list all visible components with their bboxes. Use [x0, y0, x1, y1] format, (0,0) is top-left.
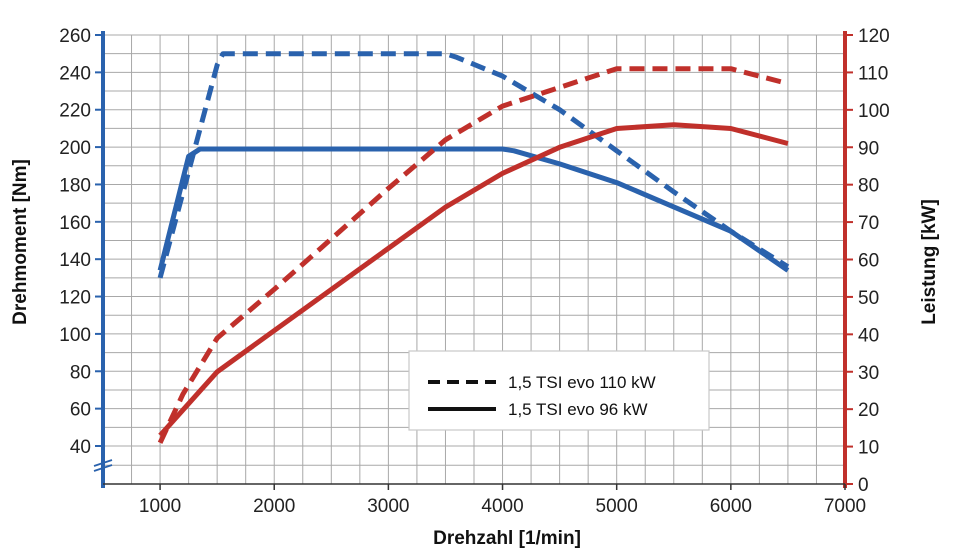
y-tick-label-right: 70: [858, 213, 879, 234]
y-tick-label-right: 110: [858, 63, 888, 84]
y-tick-label-right: 20: [858, 400, 879, 421]
x-tick-label: 3000: [367, 496, 409, 517]
y-tick-label-right: 10: [858, 438, 879, 459]
y-tick-label-left: 240: [59, 63, 91, 84]
tick-labels: 40 60 80 100 120 140 160 180 200 220 240 260 0 10 20 30…: [59, 26, 889, 517]
x-tick-label: 7000: [824, 496, 866, 517]
x-axis-title: Drehzahl [1/min]: [433, 528, 581, 549]
axis-break-mark: [93, 464, 113, 472]
y-tick-label-left: 60: [70, 400, 91, 421]
legend-label-110kw: 1,5 TSI evo 110 kW: [508, 373, 656, 392]
axis-break-mark: [93, 459, 113, 467]
curves: [157, 51, 790, 444]
torque-curve-dashed: [157, 51, 790, 279]
y-tick-label-left: 220: [59, 101, 91, 122]
y-tick-label-left: 40: [70, 437, 91, 458]
axes: [93, 31, 853, 490]
legend-label-96kw: 1,5 TSI evo 96 kW: [508, 400, 648, 419]
y-tick-label-right: 60: [858, 251, 879, 272]
y-tick-label-left: 100: [59, 325, 91, 346]
x-tick-label: 5000: [596, 496, 638, 517]
legend-box: [408, 350, 710, 431]
y-tick-label-right: 50: [858, 288, 879, 309]
y-tick-label-right: 0: [858, 475, 869, 496]
x-tick-label: 1000: [139, 496, 181, 517]
y-tick-label-right: 40: [858, 325, 879, 346]
y-tick-label-right: 100: [858, 101, 890, 122]
y-tick-label-left: 200: [59, 138, 91, 159]
x-tick-label: 2000: [253, 496, 295, 517]
y-tick-label-left: 160: [59, 213, 91, 234]
y-tick-label-right: 90: [858, 138, 879, 159]
x-tick-label: 4000: [481, 496, 523, 517]
y-tick-label-right: 30: [858, 363, 879, 384]
y-tick-label-left: 140: [59, 250, 91, 271]
x-tick-label: 6000: [710, 496, 752, 517]
y-tick-label-right: 80: [858, 176, 879, 197]
y-tick-label-left: 120: [59, 288, 91, 309]
power-curve-solid: [158, 122, 789, 438]
legend: 1,5 TSI evo 110 kW 1,5 TSI evo 96 kW: [408, 350, 710, 431]
y-axis-title-left: Drehmoment [Nm]: [10, 159, 31, 325]
y-tick-label-left: 260: [59, 26, 91, 47]
y-tick-label-right: 120: [858, 26, 890, 47]
power-curve-dashed: [157, 66, 789, 444]
y-tick-label-left: 80: [70, 362, 91, 383]
y-axis-title-right: Leistung [kW]: [919, 199, 940, 325]
y-tick-label-left: 180: [59, 175, 91, 196]
